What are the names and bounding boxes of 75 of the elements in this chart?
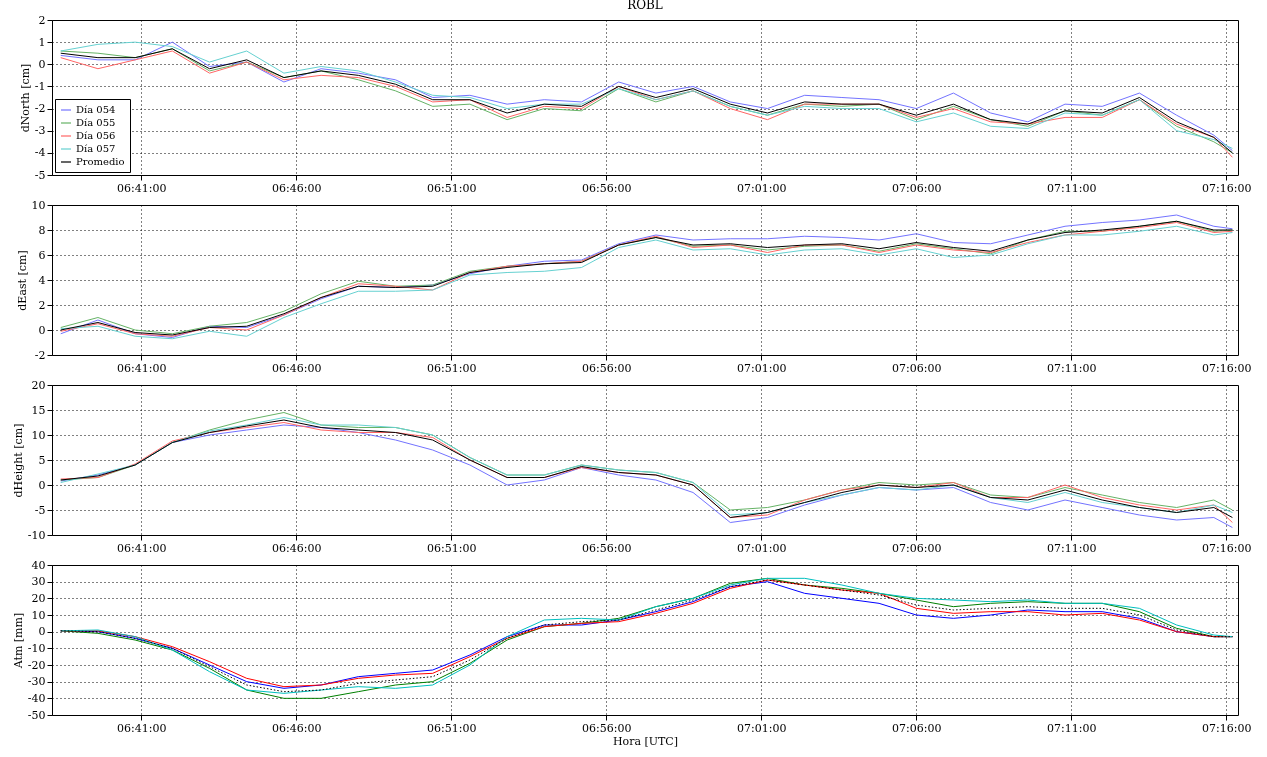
y-axis-title: dNorth [cm] [18, 63, 32, 133]
y-tick-label: 8 [38, 223, 46, 237]
y-tick-label: -30 [27, 675, 46, 689]
y-tick-label: 0 [38, 625, 46, 639]
x-tick-label: 07:16:00 [1202, 361, 1252, 375]
legend-label: Día 054 [76, 104, 116, 115]
y-tick-label: -40 [27, 691, 46, 705]
x-tick-label: 07:01:00 [737, 361, 787, 375]
y-tick-label: 0 [38, 57, 46, 71]
x-tick-label: 07:06:00 [892, 361, 942, 375]
x-tick-label: 07:11:00 [1047, 181, 1097, 195]
x-tick-label: 06:56:00 [582, 361, 632, 375]
x-tick-label: 06:51:00 [427, 361, 477, 375]
x-tick-label: 06:51:00 [427, 721, 477, 735]
y-axis-title: dEast [cm] [15, 250, 29, 311]
x-tick-label: 06:46:00 [272, 361, 322, 375]
y-tick-label: 15 [31, 403, 46, 417]
y-tick-label: -4 [34, 146, 46, 160]
x-tick-label: 07:11:00 [1047, 541, 1097, 555]
x-tick-label: 07:01:00 [737, 181, 787, 195]
y-tick-label: 0 [38, 478, 46, 492]
y-tick-label: -20 [27, 658, 46, 672]
x-tick-label: 07:11:00 [1047, 721, 1097, 735]
x-tick-label: 07:16:00 [1202, 181, 1252, 195]
chart-title: ROBL [627, 0, 663, 12]
y-tick-label: 2 [38, 298, 46, 312]
x-tick-label: 06:41:00 [117, 541, 167, 555]
x-tick-label: 07:01:00 [737, 721, 787, 735]
x-tick-label: 06:51:00 [427, 541, 477, 555]
y-tick-label: 20 [31, 591, 46, 605]
y-tick-label: -10 [27, 528, 46, 542]
x-tick-label: 06:41:00 [117, 181, 167, 195]
x-tick-label: 06:51:00 [427, 181, 477, 195]
y-tick-label: 20 [31, 378, 46, 392]
y-tick-label: -3 [34, 124, 46, 138]
legend-label: Promedio [76, 156, 125, 167]
y-tick-label: 10 [31, 428, 46, 442]
x-tick-label: 06:56:00 [582, 721, 632, 735]
x-tick-label: 07:16:00 [1202, 721, 1252, 735]
y-tick-label: -50 [27, 708, 46, 722]
y-axis-title: Atm [mm] [11, 612, 25, 670]
y-tick-label: -5 [34, 503, 46, 517]
y-tick-label: -2 [34, 102, 46, 116]
y-tick-label: -1 [34, 79, 46, 93]
y-tick-label: -5 [34, 168, 46, 182]
y-tick-label: 1 [38, 35, 46, 49]
y-tick-label: -10 [27, 641, 46, 655]
legend-label: Día 057 [76, 143, 116, 154]
x-tick-label: 06:46:00 [272, 181, 322, 195]
x-tick-label: 07:01:00 [737, 541, 787, 555]
x-tick-label: 06:41:00 [117, 361, 167, 375]
legend-label: Día 056 [76, 130, 116, 141]
x-tick-label: 07:06:00 [892, 181, 942, 195]
y-tick-label: 10 [31, 608, 46, 622]
y-tick-label: 5 [38, 453, 46, 467]
x-tick-label: 06:46:00 [272, 541, 322, 555]
y-axis-title: dHeight [cm] [11, 423, 25, 498]
x-tick-label: 06:56:00 [582, 541, 632, 555]
y-tick-label: 2 [38, 13, 46, 27]
y-tick-label: 4 [38, 273, 46, 287]
y-tick-label: -2 [34, 348, 46, 362]
y-tick-label: 10 [31, 198, 46, 212]
y-tick-label: 40 [31, 558, 46, 572]
y-tick-label: 0 [38, 323, 46, 337]
x-tick-label: 06:46:00 [272, 721, 322, 735]
x-tick-label: 07:11:00 [1047, 361, 1097, 375]
x-tick-label: 07:06:00 [892, 541, 942, 555]
x-axis-title: Hora [UTC] [612, 734, 679, 748]
x-tick-label: 07:16:00 [1202, 541, 1252, 555]
x-tick-label: 07:06:00 [892, 721, 942, 735]
x-tick-label: 06:41:00 [117, 721, 167, 735]
y-tick-label: 30 [31, 575, 46, 589]
x-tick-label: 06:56:00 [582, 181, 632, 195]
y-tick-label: 6 [38, 248, 46, 262]
legend-label: Día 055 [76, 117, 116, 128]
